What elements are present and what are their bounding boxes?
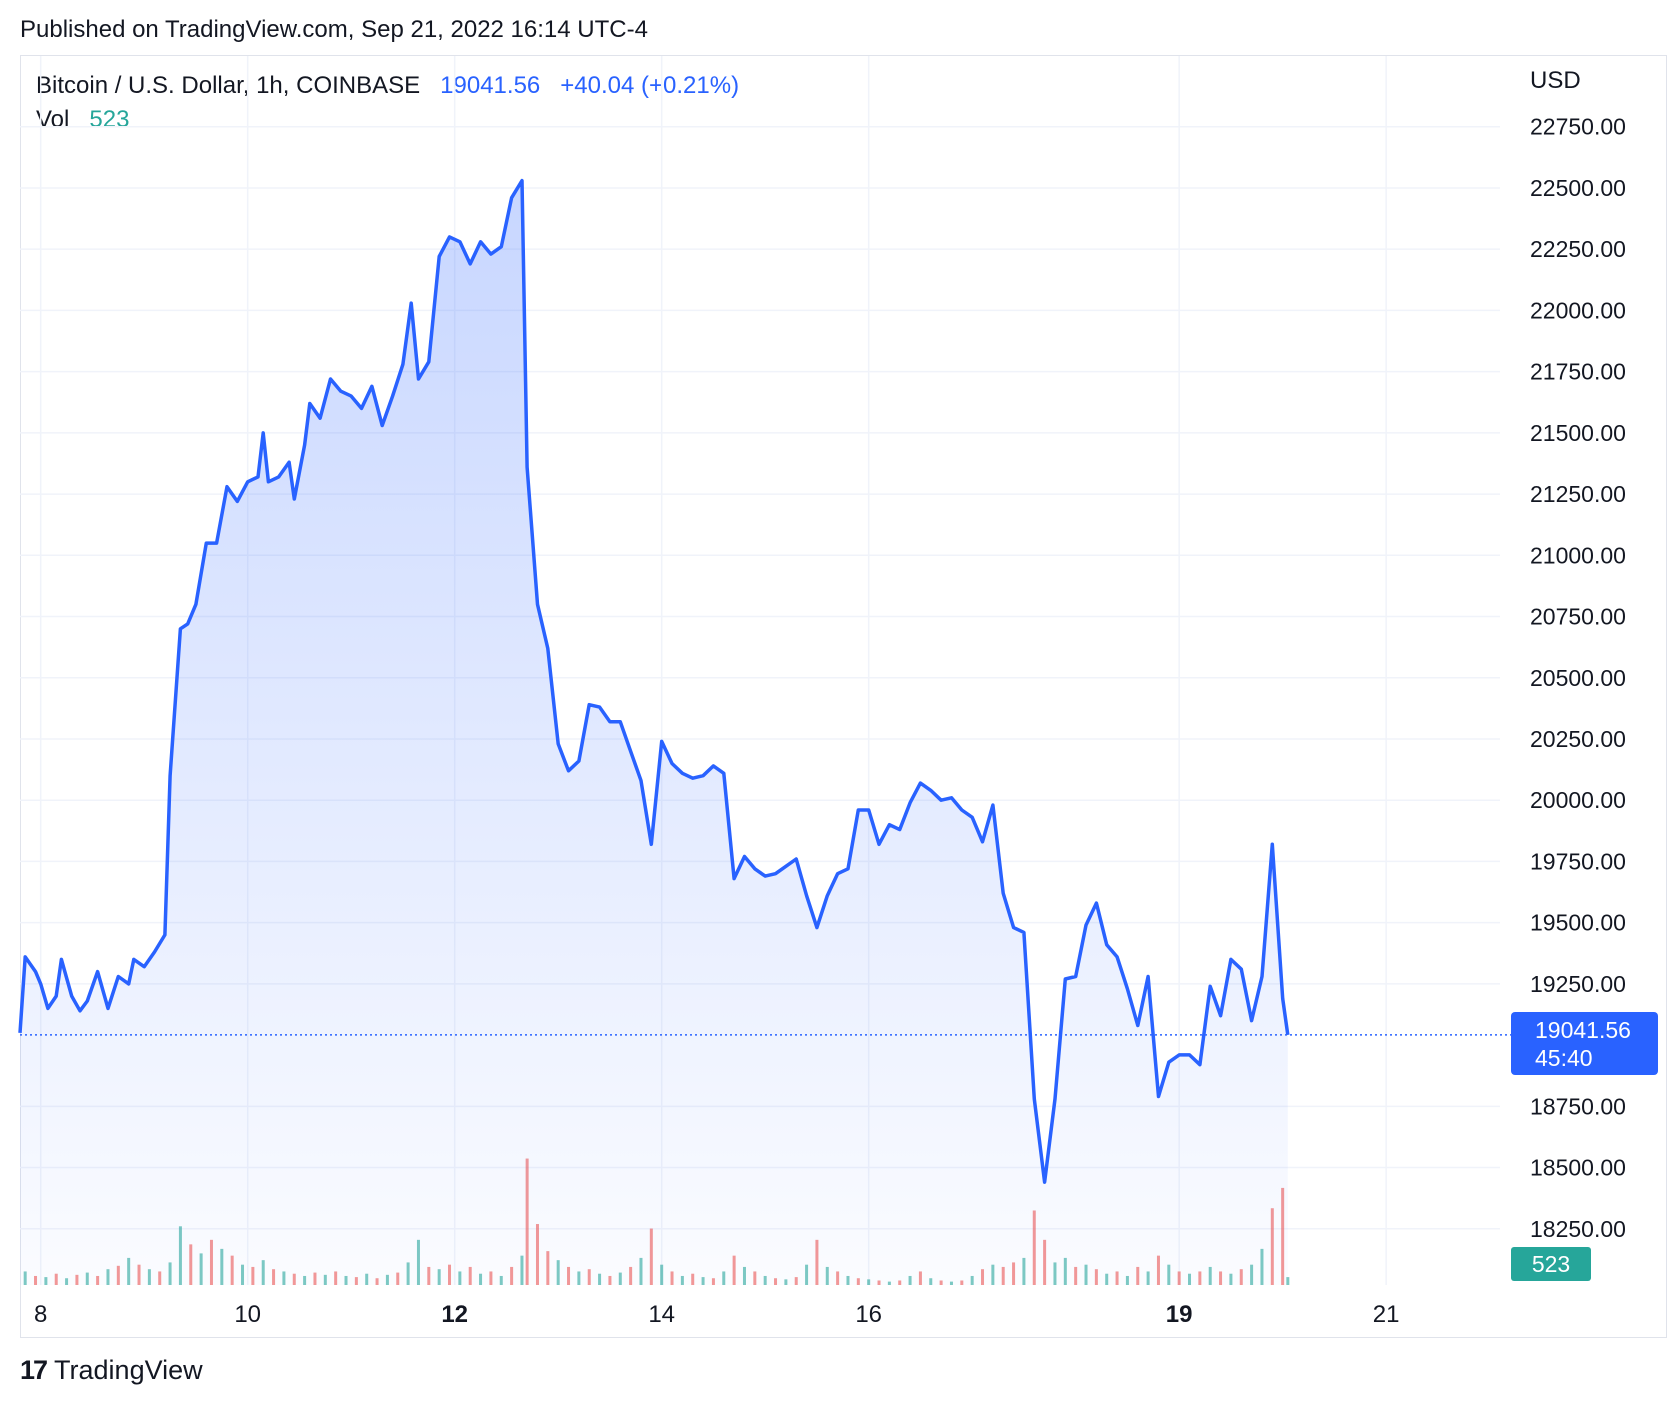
y-tick-label: 20250.00	[1530, 726, 1626, 752]
brand-name: TradingView	[54, 1355, 203, 1385]
volume-legend: Vol 523	[36, 106, 129, 134]
chart-frame	[20, 55, 1667, 1338]
y-tick-label: 19500.00	[1530, 910, 1626, 936]
y-tick-label: 21500.00	[1530, 420, 1626, 446]
x-tick-label: 21	[1373, 1301, 1400, 1328]
symbol-title[interactable]: Bitcoin / U.S. Dollar, 1h, COINBASE	[36, 72, 421, 99]
x-tick-label: 19	[1166, 1301, 1193, 1328]
y-tick-label: 20000.00	[1530, 787, 1626, 813]
last-price-tag: 19041.56 45:40	[1511, 1012, 1658, 1075]
price-line	[18, 178, 1290, 1184]
volume-value: 523	[89, 106, 130, 133]
x-tick-label: 10	[234, 1301, 261, 1328]
y-tick-label: 22250.00	[1530, 236, 1626, 262]
price-axis: 22750.00 22500.00 22250.00 22000.00 21750.00…	[1530, 114, 1626, 1242]
x-tick-label: 8	[34, 1301, 47, 1328]
y-tick-label: 22500.00	[1530, 175, 1626, 201]
y-tick-label: 21750.00	[1530, 359, 1626, 385]
last-price-tag-value: 19041.56	[1535, 1017, 1631, 1043]
y-tick-label: 22000.00	[1530, 297, 1626, 323]
last-price: 19041.56	[440, 72, 541, 99]
y-tick-label: 19250.00	[1530, 971, 1626, 997]
published-caption: Published on TradingView.com, Sep 21, 20…	[20, 16, 648, 43]
chart-legend: Bitcoin / U.S. Dollar, 1h, COINBASE 1904…	[36, 72, 739, 100]
y-tick-label: 20500.00	[1530, 665, 1626, 691]
y-tick-label: 18500.00	[1530, 1155, 1626, 1181]
y-tick-label: 21000.00	[1530, 542, 1626, 568]
y-tick-label: 18750.00	[1530, 1093, 1626, 1119]
bar-countdown: 45:40	[1535, 1045, 1593, 1071]
tradingview-logo-icon: 17	[20, 1355, 48, 1385]
volume-label[interactable]: Vol	[36, 106, 70, 133]
y-tick-label: 18250.00	[1530, 1216, 1626, 1242]
y-tick-label: 21250.00	[1530, 481, 1626, 507]
currency-label[interactable]: USD	[1530, 67, 1581, 94]
y-tick-label: 19750.00	[1530, 848, 1626, 874]
volume-bar	[1286, 1277, 1290, 1285]
x-tick-label: 12	[441, 1301, 468, 1328]
tradingview-brand[interactable]: 17 TradingView	[20, 1355, 203, 1386]
x-tick-label: 16	[855, 1301, 882, 1328]
volume-tag: 523	[1511, 1247, 1591, 1281]
price-area	[20, 180, 1288, 1286]
x-tick-label: 14	[648, 1301, 675, 1328]
time-axis: 8 10 12 14 16 19 21	[34, 1301, 1399, 1328]
y-tick-label: 20750.00	[1530, 604, 1626, 630]
price-change: +40.04 (+0.21%)	[560, 72, 740, 99]
y-tick-label: 22750.00	[1530, 114, 1626, 140]
